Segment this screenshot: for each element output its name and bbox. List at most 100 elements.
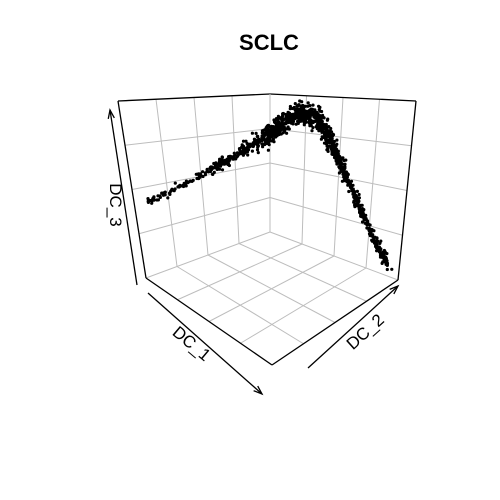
data-point bbox=[277, 120, 281, 124]
data-point bbox=[316, 122, 320, 126]
data-point bbox=[301, 105, 305, 109]
data-point bbox=[220, 168, 225, 172]
data-point bbox=[160, 191, 164, 195]
grid-line bbox=[269, 197, 403, 236]
data-point bbox=[310, 113, 314, 117]
data-point bbox=[146, 199, 150, 203]
data-point bbox=[323, 124, 327, 128]
data-point bbox=[335, 138, 339, 142]
data-point bbox=[342, 178, 347, 182]
data-point bbox=[288, 107, 292, 111]
data-point bbox=[205, 167, 209, 171]
data-point bbox=[345, 175, 349, 179]
data-point bbox=[335, 142, 339, 146]
data-point bbox=[337, 171, 341, 175]
data-point bbox=[266, 148, 270, 152]
data-point bbox=[255, 148, 260, 152]
grid-line bbox=[208, 255, 335, 322]
data-point bbox=[185, 180, 189, 184]
data-point bbox=[173, 187, 177, 191]
data-point bbox=[326, 149, 330, 153]
data-point bbox=[308, 124, 312, 128]
data-point bbox=[385, 252, 389, 256]
data-point bbox=[343, 162, 347, 166]
data-point bbox=[305, 110, 309, 114]
data-point bbox=[347, 189, 351, 194]
data-point bbox=[209, 168, 213, 172]
data-point bbox=[254, 131, 258, 135]
data-point bbox=[321, 130, 326, 134]
data-point bbox=[306, 104, 310, 108]
data-point bbox=[299, 107, 303, 111]
data-point bbox=[216, 163, 220, 167]
data-point bbox=[382, 252, 386, 256]
z-axis-line bbox=[109, 109, 138, 286]
data-point bbox=[293, 117, 297, 121]
data-point bbox=[279, 132, 283, 136]
data-point bbox=[243, 149, 247, 153]
data-point bbox=[310, 129, 314, 133]
data-point bbox=[211, 172, 215, 176]
data-point bbox=[150, 201, 154, 205]
data-point bbox=[285, 127, 289, 131]
data-point bbox=[253, 138, 257, 142]
data-point bbox=[267, 143, 271, 147]
chart-title: SCLC bbox=[239, 30, 299, 55]
data-point bbox=[224, 160, 228, 164]
frame-edge bbox=[269, 93, 417, 102]
data-point bbox=[371, 235, 375, 239]
data-point bbox=[251, 144, 255, 148]
grid-line bbox=[240, 267, 367, 344]
data-point bbox=[156, 198, 160, 202]
data-point bbox=[291, 106, 295, 111]
data-point bbox=[354, 202, 358, 206]
data-point bbox=[158, 195, 162, 199]
data-point bbox=[260, 142, 264, 146]
data-point bbox=[335, 153, 339, 157]
data-point bbox=[368, 233, 372, 237]
data-point bbox=[319, 114, 323, 118]
data-point bbox=[336, 150, 340, 154]
data-point bbox=[244, 139, 248, 143]
data-point bbox=[306, 101, 310, 105]
data-point bbox=[319, 120, 323, 124]
data-point bbox=[319, 127, 323, 131]
data-point bbox=[285, 131, 289, 135]
data-point bbox=[379, 239, 383, 243]
data-point bbox=[341, 156, 345, 160]
data-point bbox=[357, 192, 361, 197]
grid-line bbox=[138, 197, 271, 235]
grid-line bbox=[269, 162, 408, 191]
data-point bbox=[277, 130, 282, 134]
data-point bbox=[375, 236, 379, 240]
data-point bbox=[377, 250, 381, 254]
axis-z-arrow bbox=[107, 108, 115, 119]
data-point bbox=[330, 148, 334, 152]
data-point bbox=[337, 165, 341, 169]
data-point bbox=[326, 129, 330, 133]
data-point bbox=[366, 222, 371, 226]
data-point bbox=[344, 158, 348, 162]
data-point bbox=[360, 211, 364, 215]
data-point bbox=[311, 103, 315, 107]
data-point bbox=[337, 159, 341, 164]
data-point bbox=[215, 167, 219, 171]
axis-x-arrow bbox=[253, 385, 264, 396]
data-point bbox=[272, 125, 276, 129]
data-point bbox=[385, 267, 389, 272]
data-point bbox=[360, 203, 364, 207]
frame-edge bbox=[145, 277, 273, 366]
data-point bbox=[360, 220, 365, 224]
left-wall-grid bbox=[124, 95, 271, 267]
data-point bbox=[338, 162, 342, 166]
data-point bbox=[319, 117, 323, 121]
data-point bbox=[238, 151, 243, 155]
data-point bbox=[354, 194, 358, 198]
box-frame bbox=[117, 93, 417, 366]
data-point bbox=[273, 128, 277, 132]
data-point bbox=[324, 136, 328, 140]
data-point bbox=[246, 145, 250, 149]
data-points bbox=[146, 99, 394, 272]
data-point bbox=[313, 108, 317, 112]
data-point bbox=[348, 180, 352, 184]
